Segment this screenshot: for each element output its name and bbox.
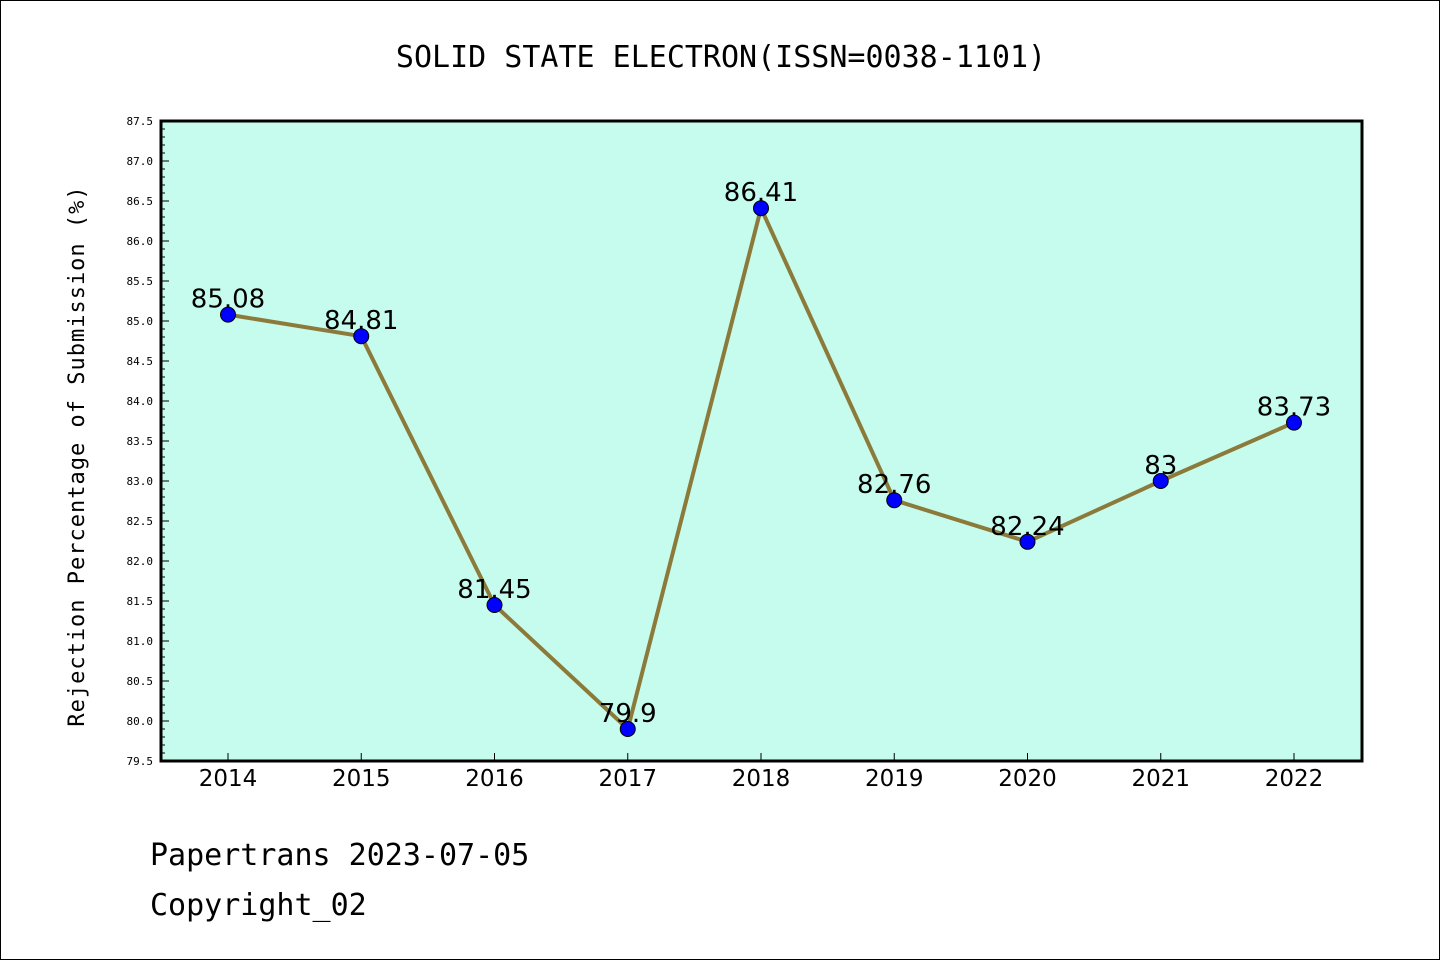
y-tick-label: 81.0 [127, 635, 154, 648]
data-label: 83 [1144, 451, 1177, 481]
y-tick-label: 82.5 [127, 515, 154, 528]
data-point [353, 328, 370, 345]
y-tick-label: 83.0 [127, 475, 154, 488]
y-tick-label: 85.0 [127, 315, 154, 328]
y-tick-label: 80.5 [127, 675, 154, 688]
chart-title: SOLID STATE ELECTRON(ISSN=0038-1101) [396, 40, 1046, 75]
y-tick-label: 82.0 [127, 555, 154, 568]
plot-frame [159, 119, 1364, 763]
data-point [220, 306, 236, 323]
data-point-group [220, 200, 1302, 737]
x-tick-label: 2017 [598, 766, 657, 792]
y-tick-label: 86.5 [127, 195, 154, 208]
x-tick-label: 2022 [1265, 766, 1324, 792]
plot-area [161, 121, 1362, 761]
data-point [753, 200, 769, 217]
y-tick-label: 87.0 [127, 155, 154, 168]
x-tick-label: 2020 [998, 766, 1057, 792]
y-tick-label: 86.0 [127, 235, 154, 248]
y-tick-label: 84.0 [127, 395, 154, 408]
x-tick-label: 2016 [465, 766, 524, 792]
x-tick-label: 2019 [865, 766, 924, 792]
y-tick-label: 83.5 [127, 435, 154, 448]
data-point [1286, 414, 1302, 431]
x-tick-label: 2021 [1131, 766, 1190, 792]
y-tick-label: 81.5 [127, 595, 154, 608]
data-label: 81.45 [457, 575, 531, 605]
data-label-group: 85.08 84.81 81.45 79.9 86.41 82.76 82.24 83 83.7… [191, 178, 1331, 729]
data-point [886, 492, 903, 509]
data-label: 85.08 [191, 285, 265, 315]
data-point [1019, 533, 1036, 550]
data-point [486, 597, 503, 613]
x-tick-label: 2015 [332, 766, 391, 792]
y-tick-label: 85.5 [127, 275, 154, 288]
y-tick-label: 84.5 [127, 355, 154, 368]
y-tick-label: 80.0 [127, 715, 154, 728]
y-tick-label: 79.5 [127, 755, 154, 768]
x-tick-label: 2018 [732, 766, 791, 792]
data-label: 79.9 [599, 699, 657, 729]
x-axis: 2014 2015 2016 2017 2018 2019 2020 2021 2022 [199, 753, 1324, 792]
data-label: 83.73 [1257, 393, 1331, 423]
footer-date-text: Papertrans 2023-07-05 [150, 838, 529, 873]
y-tick-label: 87.5 [127, 115, 154, 128]
data-label: 82.24 [990, 512, 1064, 542]
y-axis-label: Rejection Percentage of Submission (%) [65, 185, 90, 726]
data-point [1152, 473, 1169, 489]
footer-copyright-text: Copyright_02 [150, 888, 367, 923]
data-label: 82.76 [857, 470, 931, 500]
x-tick-label: 2014 [199, 766, 258, 792]
data-label: 84.81 [324, 306, 398, 336]
data-label: 86.41 [724, 178, 798, 208]
data-point [619, 721, 636, 737]
